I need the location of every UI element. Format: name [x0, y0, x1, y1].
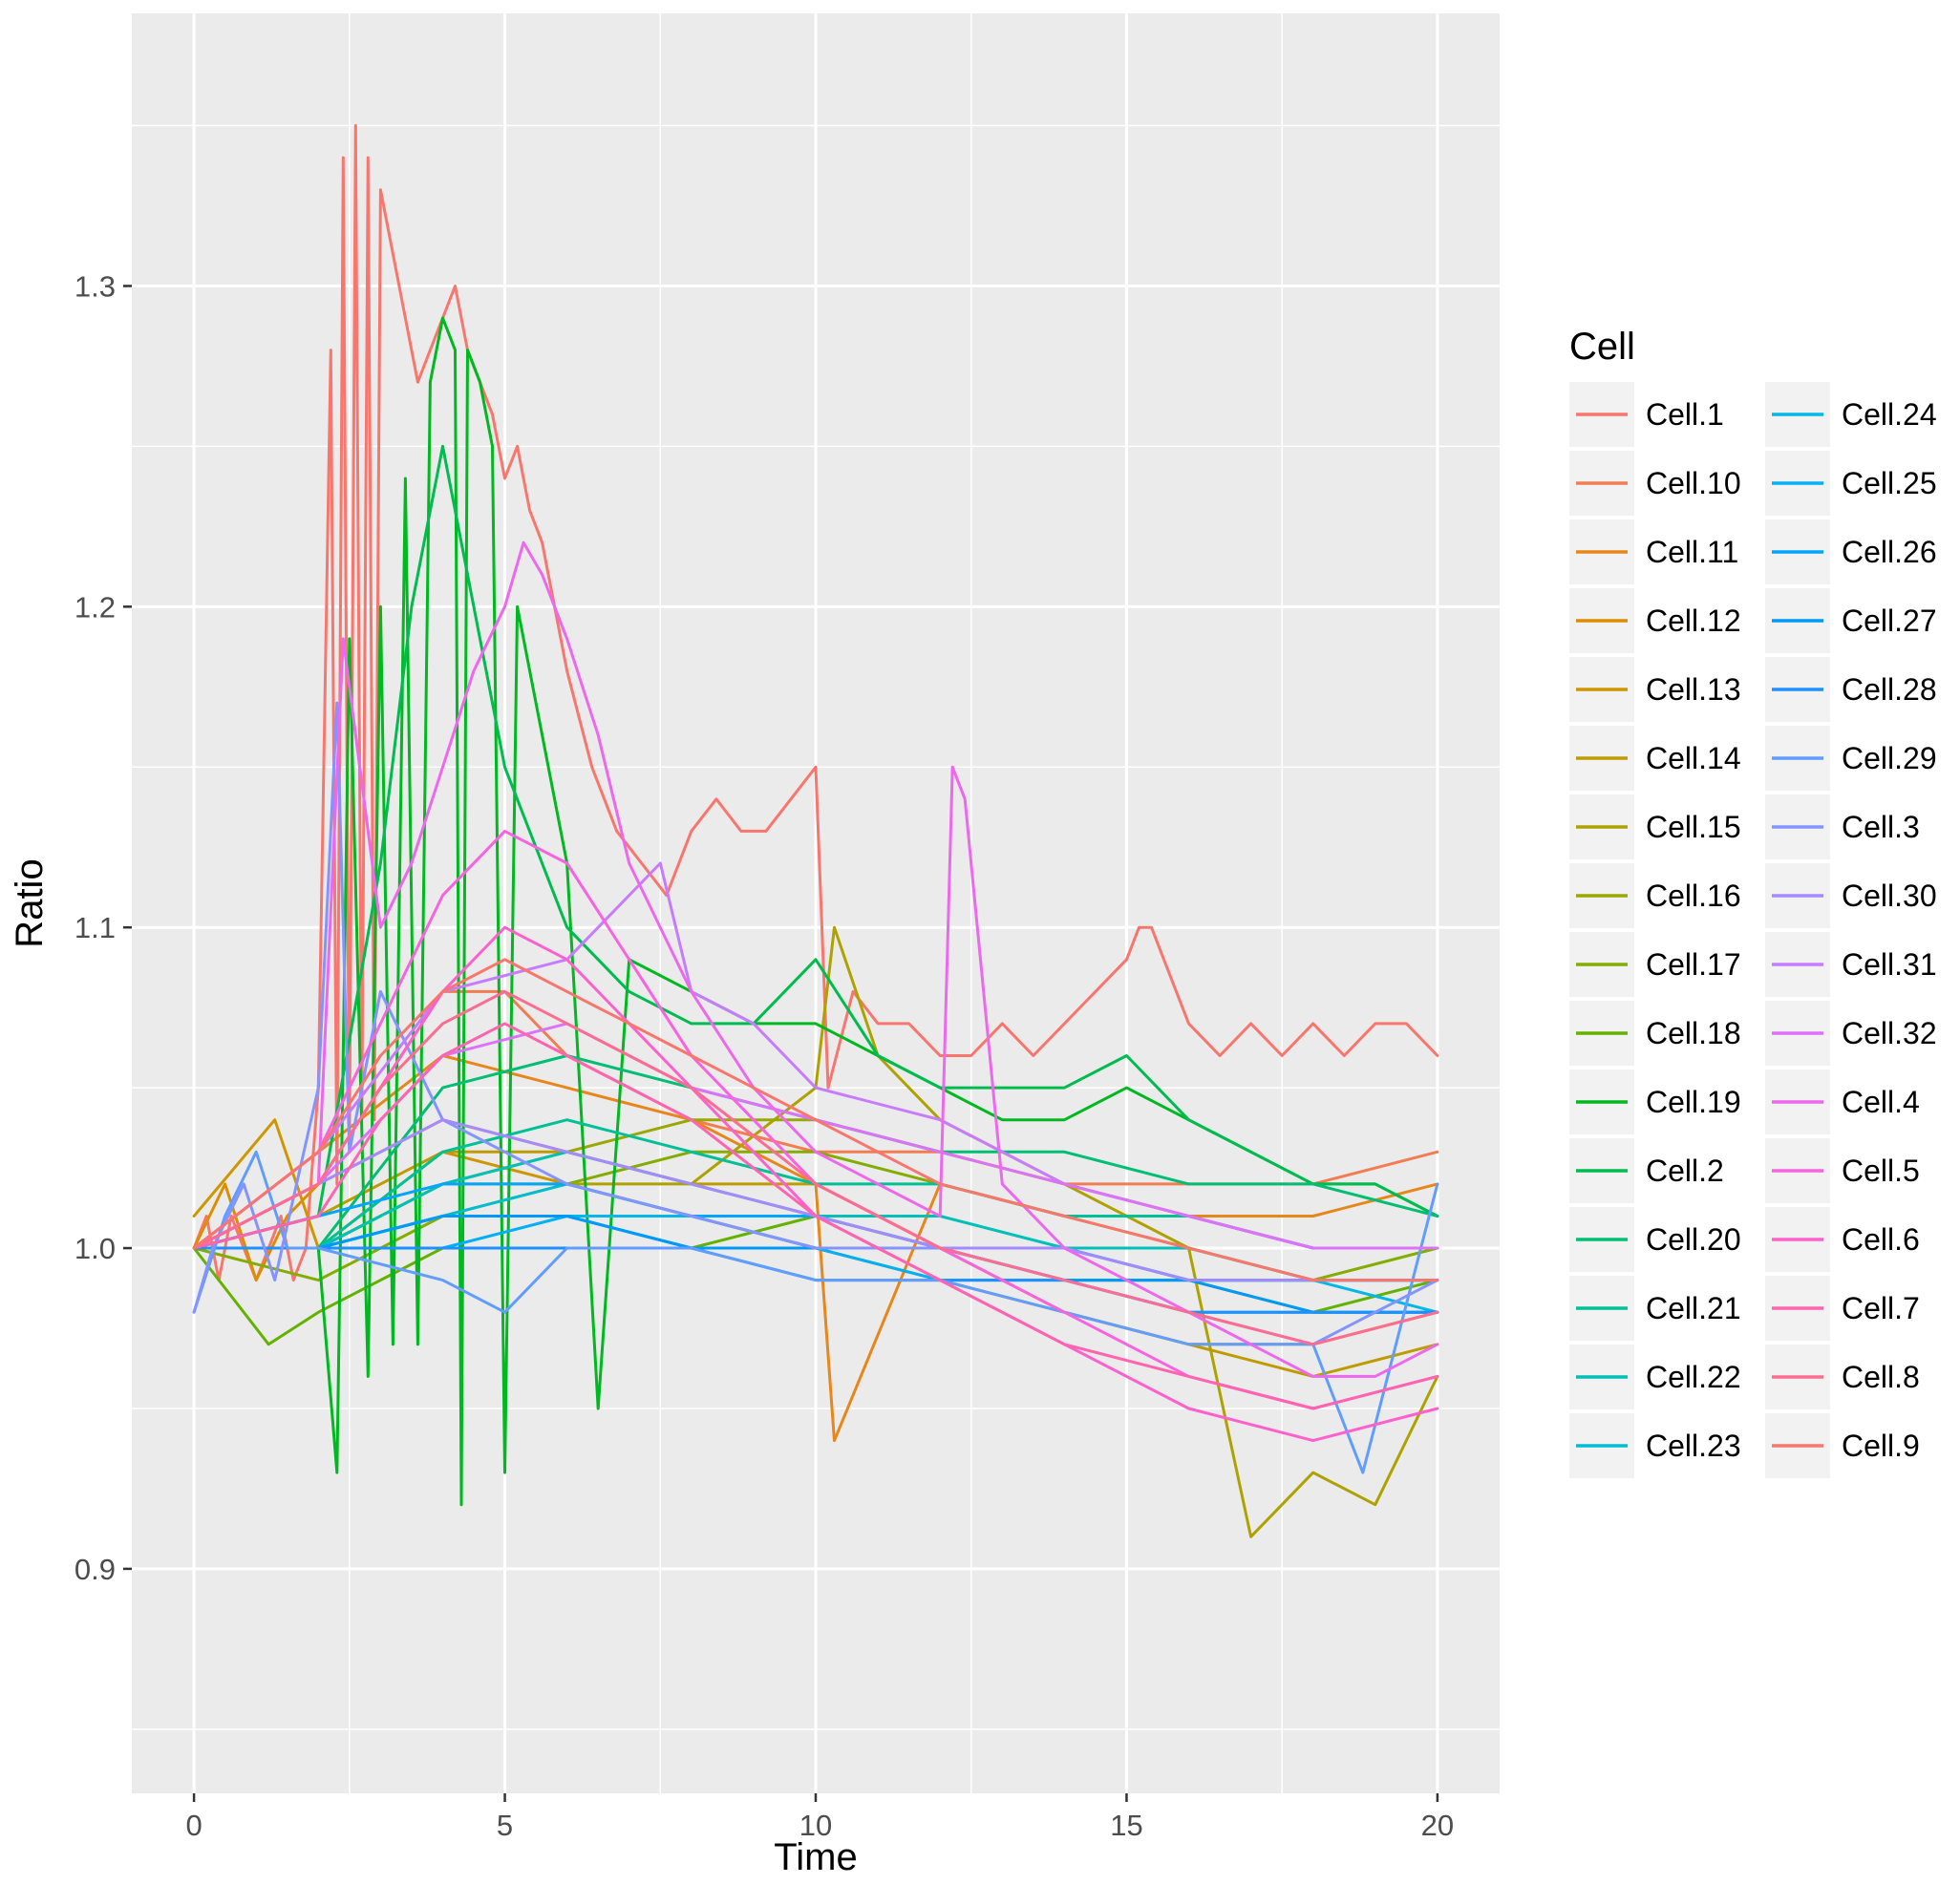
- legend-item-cell-15: Cell.15: [1569, 794, 1741, 859]
- legend-item-cell-23: Cell.23: [1569, 1413, 1741, 1478]
- legend-item-cell-31: Cell.31: [1765, 932, 1937, 997]
- legend-label: Cell.8: [1842, 1360, 1920, 1394]
- legend-label: Cell.3: [1842, 810, 1920, 844]
- legend-item-cell-9: Cell.9: [1765, 1413, 1920, 1478]
- legend-item-cell-25: Cell.25: [1765, 451, 1937, 516]
- legend-label: Cell.30: [1842, 879, 1937, 913]
- legend-items: Cell.1 Cell.10 Cell.11 Cell.12 Cell.13 Cell.1…: [1569, 382, 1937, 1478]
- legend-item-cell-4: Cell.4: [1765, 1070, 1920, 1134]
- legend-label: Cell.29: [1842, 741, 1937, 775]
- legend-item-cell-22: Cell.22: [1569, 1345, 1741, 1409]
- legend-label: Cell.32: [1842, 1016, 1937, 1050]
- legend-label: Cell.17: [1646, 947, 1741, 982]
- legend-item-cell-21: Cell.21: [1569, 1276, 1741, 1341]
- legend-label: Cell.11: [1646, 535, 1738, 569]
- legend-label: Cell.20: [1646, 1222, 1741, 1257]
- legend-label: Cell.10: [1646, 466, 1741, 500]
- legend-item-cell-24: Cell.24: [1765, 382, 1937, 447]
- series-line-cell-4: [192, 540, 1439, 1378]
- legend-label: Cell.21: [1646, 1291, 1741, 1325]
- series-line-cell-8: [192, 989, 1439, 1346]
- legend-title: Cell: [1569, 326, 1635, 368]
- legend-item-cell-17: Cell.17: [1569, 932, 1741, 997]
- legend-label: Cell.14: [1646, 741, 1741, 775]
- legend-label: Cell.5: [1842, 1154, 1920, 1188]
- legend-item-cell-5: Cell.5: [1765, 1138, 1920, 1203]
- legend-label: Cell.18: [1646, 1016, 1741, 1050]
- legend-label: Cell.15: [1646, 810, 1741, 844]
- legend-item-cell-20: Cell.20: [1569, 1207, 1741, 1272]
- legend-item-cell-3: Cell.3: [1765, 794, 1920, 859]
- y-tick-label: 1.1: [75, 911, 116, 944]
- legend-item-cell-32: Cell.32: [1765, 1001, 1937, 1066]
- legend-label: Cell.9: [1842, 1429, 1920, 1463]
- series-line-cell-7: [192, 1022, 1439, 1410]
- legend-label: Cell.25: [1842, 466, 1937, 500]
- legend-label: Cell.6: [1842, 1222, 1920, 1257]
- legend-label: Cell.28: [1842, 672, 1937, 707]
- legend: Cell Cell.1Cell.10Cell.11Cell.12Cell.13C…: [1569, 326, 1937, 1478]
- legend-label: Cell.16: [1646, 879, 1741, 913]
- legend-item-cell-13: Cell.13: [1569, 657, 1741, 722]
- legend-item-cell-27: Cell.27: [1765, 588, 1937, 653]
- legend-item-cell-1: Cell.1: [1569, 382, 1724, 447]
- legend-item-cell-11: Cell.11: [1569, 519, 1738, 584]
- legend-item-cell-7: Cell.7: [1765, 1276, 1920, 1341]
- x-tick-label: 10: [799, 1809, 832, 1842]
- legend-item-cell-19: Cell.19: [1569, 1070, 1741, 1134]
- legend-label: Cell.27: [1842, 604, 1937, 638]
- x-axis-title: Time: [774, 1836, 857, 1878]
- y-tick-label: 1.3: [75, 269, 116, 303]
- y-tick-label: 1.0: [75, 1232, 116, 1265]
- legend-label: Cell.31: [1842, 947, 1937, 982]
- series-line-cell-9: [192, 958, 1439, 1282]
- legend-label: Cell.24: [1842, 397, 1937, 432]
- x-tick-label: 0: [185, 1809, 202, 1842]
- y-axis: 0.9 1.0 1.1 1.2 1.3: [75, 269, 132, 1586]
- x-tick-label: 20: [1421, 1809, 1454, 1842]
- legend-item-cell-14: Cell.14: [1569, 726, 1741, 791]
- legend-label: Cell.12: [1646, 604, 1741, 638]
- legend-label: Cell.13: [1646, 672, 1741, 707]
- legend-label: Cell.1: [1646, 397, 1724, 432]
- legend-item-cell-30: Cell.30: [1765, 863, 1937, 928]
- y-axis-title: Ratio: [9, 858, 51, 947]
- x-axis: 0 5 10 15 20: [185, 1793, 1454, 1842]
- legend-item-cell-29: Cell.29: [1765, 726, 1937, 791]
- legend-label: Cell.19: [1646, 1085, 1741, 1119]
- series-line-cell-19: [192, 316, 1439, 1507]
- legend-item-cell-8: Cell.8: [1765, 1345, 1920, 1409]
- legend-item-cell-6: Cell.6: [1765, 1207, 1920, 1272]
- legend-item-cell-26: Cell.26: [1765, 519, 1937, 584]
- legend-item-cell-18: Cell.18: [1569, 1001, 1741, 1066]
- legend-label: Cell.4: [1842, 1085, 1920, 1119]
- y-tick-label: 1.2: [75, 590, 116, 624]
- x-tick-label: 5: [497, 1809, 513, 1842]
- legend-item-cell-16: Cell.16: [1569, 863, 1741, 928]
- legend-label: Cell.2: [1646, 1154, 1724, 1188]
- y-tick-label: 0.9: [75, 1553, 116, 1586]
- legend-item-cell-12: Cell.12: [1569, 588, 1741, 653]
- legend-item-cell-10: Cell.10: [1569, 451, 1741, 516]
- legend-label: Cell.7: [1842, 1291, 1920, 1325]
- series-lines: [192, 124, 1439, 1538]
- series-line-cell-2: [192, 444, 1439, 1250]
- x-tick-label: 15: [1110, 1809, 1142, 1842]
- series-line-cell-1: [192, 124, 1439, 1282]
- legend-item-cell-28: Cell.28: [1765, 657, 1937, 722]
- legend-label: Cell.22: [1646, 1360, 1741, 1394]
- legend-label: Cell.26: [1842, 535, 1937, 569]
- legend-item-cell-2: Cell.2: [1569, 1138, 1724, 1203]
- legend-label: Cell.23: [1646, 1429, 1741, 1463]
